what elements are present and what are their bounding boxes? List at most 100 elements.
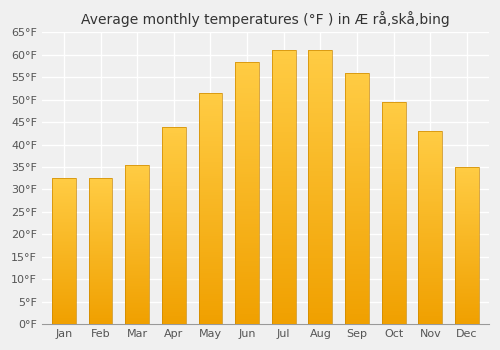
Bar <box>162 221 186 223</box>
Bar <box>272 108 295 111</box>
Bar <box>345 211 369 213</box>
Bar <box>308 280 332 283</box>
Bar <box>52 295 76 296</box>
Bar <box>162 322 186 324</box>
Bar <box>198 280 222 282</box>
Bar <box>345 95 369 98</box>
Bar <box>308 157 332 160</box>
Bar <box>345 299 369 301</box>
Bar <box>418 150 442 152</box>
Bar <box>198 178 222 181</box>
Bar <box>382 108 406 111</box>
Bar <box>345 224 369 226</box>
Bar <box>418 280 442 282</box>
Bar <box>198 243 222 245</box>
Bar <box>345 264 369 266</box>
Bar <box>126 184 149 186</box>
Bar <box>235 258 259 261</box>
Bar <box>198 121 222 123</box>
Bar <box>272 78 295 80</box>
Bar <box>455 187 479 189</box>
Bar <box>52 212 76 213</box>
Bar <box>272 291 295 294</box>
Bar <box>455 211 479 212</box>
Bar <box>235 159 259 161</box>
Bar <box>235 146 259 148</box>
Bar <box>418 174 442 175</box>
Bar <box>162 180 186 182</box>
Bar <box>126 206 149 208</box>
Bar <box>345 312 369 314</box>
Bar <box>418 131 442 324</box>
Bar <box>382 271 406 273</box>
Bar <box>162 231 186 233</box>
Bar <box>235 203 259 206</box>
Bar <box>52 191 76 193</box>
Bar <box>126 222 149 224</box>
Bar <box>308 144 332 146</box>
Bar <box>162 269 186 271</box>
Bar <box>235 125 259 127</box>
Bar <box>272 72 295 75</box>
Bar <box>88 312 112 314</box>
Bar <box>52 210 76 212</box>
Bar <box>455 305 479 307</box>
Bar <box>308 253 332 256</box>
Bar <box>382 306 406 308</box>
Bar <box>52 292 76 293</box>
Bar <box>88 218 112 219</box>
Bar <box>455 315 479 316</box>
Bar <box>382 233 406 235</box>
Bar <box>162 282 186 285</box>
Bar <box>418 183 442 185</box>
Bar <box>455 294 479 296</box>
Bar <box>382 226 406 229</box>
Bar <box>382 206 406 209</box>
Bar <box>88 216 112 218</box>
Bar <box>308 121 332 124</box>
Bar <box>162 304 186 306</box>
Bar <box>126 176 149 177</box>
Bar <box>418 206 442 208</box>
Bar <box>272 89 295 91</box>
Bar <box>88 247 112 248</box>
Bar <box>345 294 369 296</box>
Bar <box>345 261 369 264</box>
Bar <box>52 194 76 196</box>
Bar <box>382 146 406 149</box>
Bar <box>345 321 369 324</box>
Bar <box>272 253 295 256</box>
Bar <box>455 167 479 324</box>
Bar <box>198 306 222 308</box>
Bar <box>418 264 442 266</box>
Bar <box>418 284 442 286</box>
Bar <box>382 142 406 144</box>
Bar <box>308 174 332 176</box>
Bar <box>126 197 149 198</box>
Bar <box>126 182 149 184</box>
Bar <box>382 302 406 304</box>
Bar <box>382 264 406 266</box>
Bar <box>198 102 222 105</box>
Bar <box>455 172 479 173</box>
Bar <box>162 279 186 281</box>
Bar <box>382 191 406 193</box>
Bar <box>345 304 369 307</box>
Bar <box>162 199 186 202</box>
Bar <box>272 313 295 316</box>
Bar <box>52 268 76 270</box>
Bar <box>455 236 479 238</box>
Bar <box>88 301 112 302</box>
Bar <box>162 219 186 221</box>
Bar <box>52 258 76 260</box>
Bar <box>455 274 479 275</box>
Bar <box>235 135 259 138</box>
Bar <box>52 289 76 290</box>
Bar <box>345 188 369 191</box>
Bar <box>455 228 479 230</box>
Bar <box>88 279 112 280</box>
Bar <box>235 282 259 285</box>
Bar <box>126 209 149 211</box>
Bar <box>162 192 186 194</box>
Bar <box>126 177 149 179</box>
